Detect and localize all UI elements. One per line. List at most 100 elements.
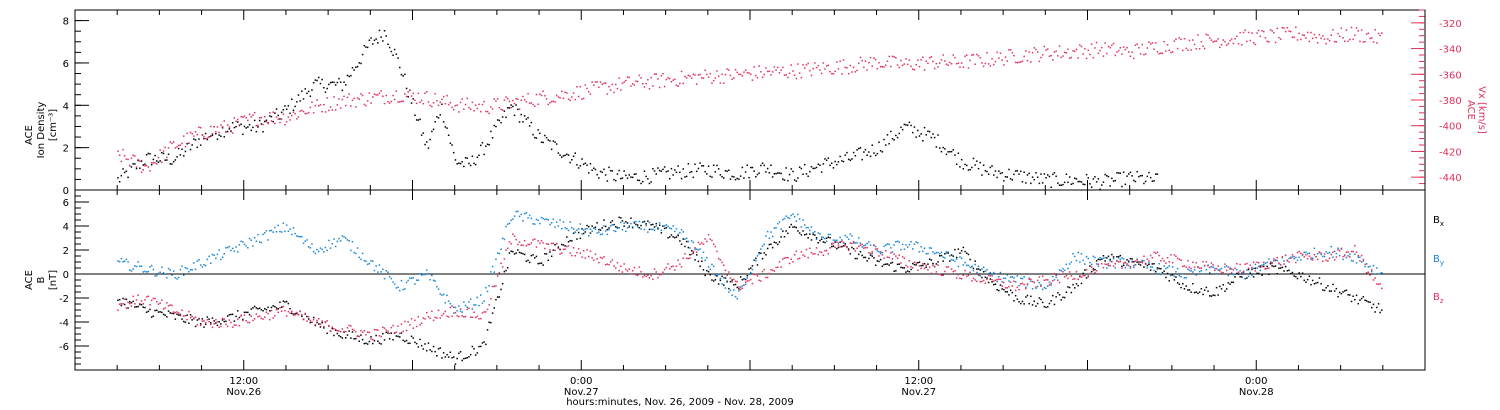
data-point bbox=[338, 77, 340, 80]
data-point bbox=[338, 334, 340, 337]
data-point bbox=[539, 262, 541, 265]
data-point bbox=[1219, 268, 1221, 271]
data-point bbox=[206, 137, 209, 139]
data-point bbox=[893, 253, 895, 255]
data-point bbox=[998, 57, 1000, 59]
data-point bbox=[139, 302, 141, 305]
data-point bbox=[567, 98, 570, 100]
data-point bbox=[1376, 283, 1378, 285]
data-point bbox=[345, 84, 347, 86]
data-point bbox=[439, 293, 441, 295]
data-point bbox=[868, 151, 870, 153]
data-point bbox=[1097, 258, 1100, 261]
data-point bbox=[993, 283, 995, 286]
data-point bbox=[712, 243, 715, 245]
data-point bbox=[149, 308, 151, 311]
data-point bbox=[539, 93, 541, 95]
data-point bbox=[999, 271, 1002, 274]
data-point bbox=[1020, 277, 1022, 280]
data-point bbox=[1104, 42, 1106, 44]
data-point bbox=[999, 284, 1002, 286]
data-point bbox=[1013, 54, 1015, 57]
data-point bbox=[1008, 285, 1010, 288]
data-point bbox=[1060, 273, 1062, 275]
data-point bbox=[312, 316, 315, 319]
data-point bbox=[699, 243, 701, 245]
data-point bbox=[723, 277, 725, 279]
data-point bbox=[194, 325, 197, 328]
data-point bbox=[439, 347, 441, 349]
data-point bbox=[923, 69, 926, 71]
data-point bbox=[1357, 256, 1359, 258]
data-point bbox=[1138, 263, 1140, 265]
data-point bbox=[582, 249, 585, 252]
data-point bbox=[1143, 53, 1145, 56]
right-tick-label: -440 bbox=[1439, 173, 1462, 184]
data-point bbox=[495, 100, 497, 102]
data-point bbox=[1344, 40, 1346, 42]
data-point bbox=[1097, 52, 1100, 54]
data-point bbox=[204, 323, 207, 326]
data-point bbox=[1047, 285, 1049, 287]
data-point bbox=[361, 338, 364, 341]
data-point bbox=[1050, 300, 1052, 302]
data-point bbox=[972, 267, 975, 270]
data-point bbox=[137, 294, 139, 296]
data-point bbox=[333, 238, 335, 240]
data-point bbox=[201, 266, 204, 268]
left-tick-label: -6 bbox=[59, 342, 69, 353]
data-point bbox=[351, 99, 354, 102]
data-point bbox=[161, 152, 163, 154]
data-point bbox=[1337, 249, 1339, 251]
data-point bbox=[756, 264, 759, 266]
right-tick-label: -380 bbox=[1439, 96, 1462, 107]
data-point bbox=[372, 260, 374, 262]
data-point bbox=[257, 234, 259, 236]
data-point bbox=[928, 57, 931, 59]
data-point bbox=[1219, 270, 1221, 272]
data-point bbox=[1320, 37, 1322, 40]
data-point bbox=[198, 126, 200, 128]
data-point bbox=[387, 101, 389, 103]
data-point bbox=[852, 242, 855, 244]
data-point bbox=[663, 85, 666, 88]
data-point bbox=[972, 53, 975, 56]
data-point bbox=[258, 117, 261, 119]
data-point bbox=[851, 242, 853, 245]
data-point bbox=[468, 356, 470, 358]
data-point bbox=[1296, 277, 1299, 280]
data-point bbox=[409, 89, 411, 92]
data-point bbox=[250, 129, 252, 132]
data-point bbox=[604, 230, 607, 232]
data-point bbox=[726, 280, 728, 283]
data-point bbox=[388, 332, 391, 335]
data-point bbox=[372, 96, 374, 98]
data-point bbox=[280, 310, 283, 312]
data-point bbox=[1340, 247, 1343, 250]
data-point bbox=[431, 130, 433, 133]
data-point bbox=[815, 237, 818, 239]
data-point bbox=[571, 254, 573, 257]
data-point bbox=[262, 318, 264, 320]
data-point bbox=[1133, 266, 1135, 269]
data-point bbox=[188, 142, 190, 144]
data-point bbox=[285, 300, 288, 303]
data-point bbox=[621, 229, 624, 231]
data-point bbox=[940, 254, 943, 257]
data-point bbox=[545, 243, 548, 245]
data-point bbox=[606, 93, 609, 95]
data-point bbox=[699, 162, 701, 164]
data-point bbox=[390, 100, 393, 103]
data-point bbox=[645, 224, 647, 227]
data-point bbox=[464, 357, 467, 359]
data-point bbox=[407, 91, 409, 93]
data-point bbox=[1239, 270, 1241, 272]
data-point bbox=[184, 315, 187, 317]
data-point bbox=[778, 261, 781, 263]
data-point bbox=[1117, 172, 1120, 174]
data-point bbox=[1023, 55, 1025, 58]
data-point bbox=[422, 132, 425, 134]
data-point bbox=[518, 215, 521, 218]
data-point bbox=[380, 271, 382, 273]
data-point bbox=[473, 311, 475, 313]
